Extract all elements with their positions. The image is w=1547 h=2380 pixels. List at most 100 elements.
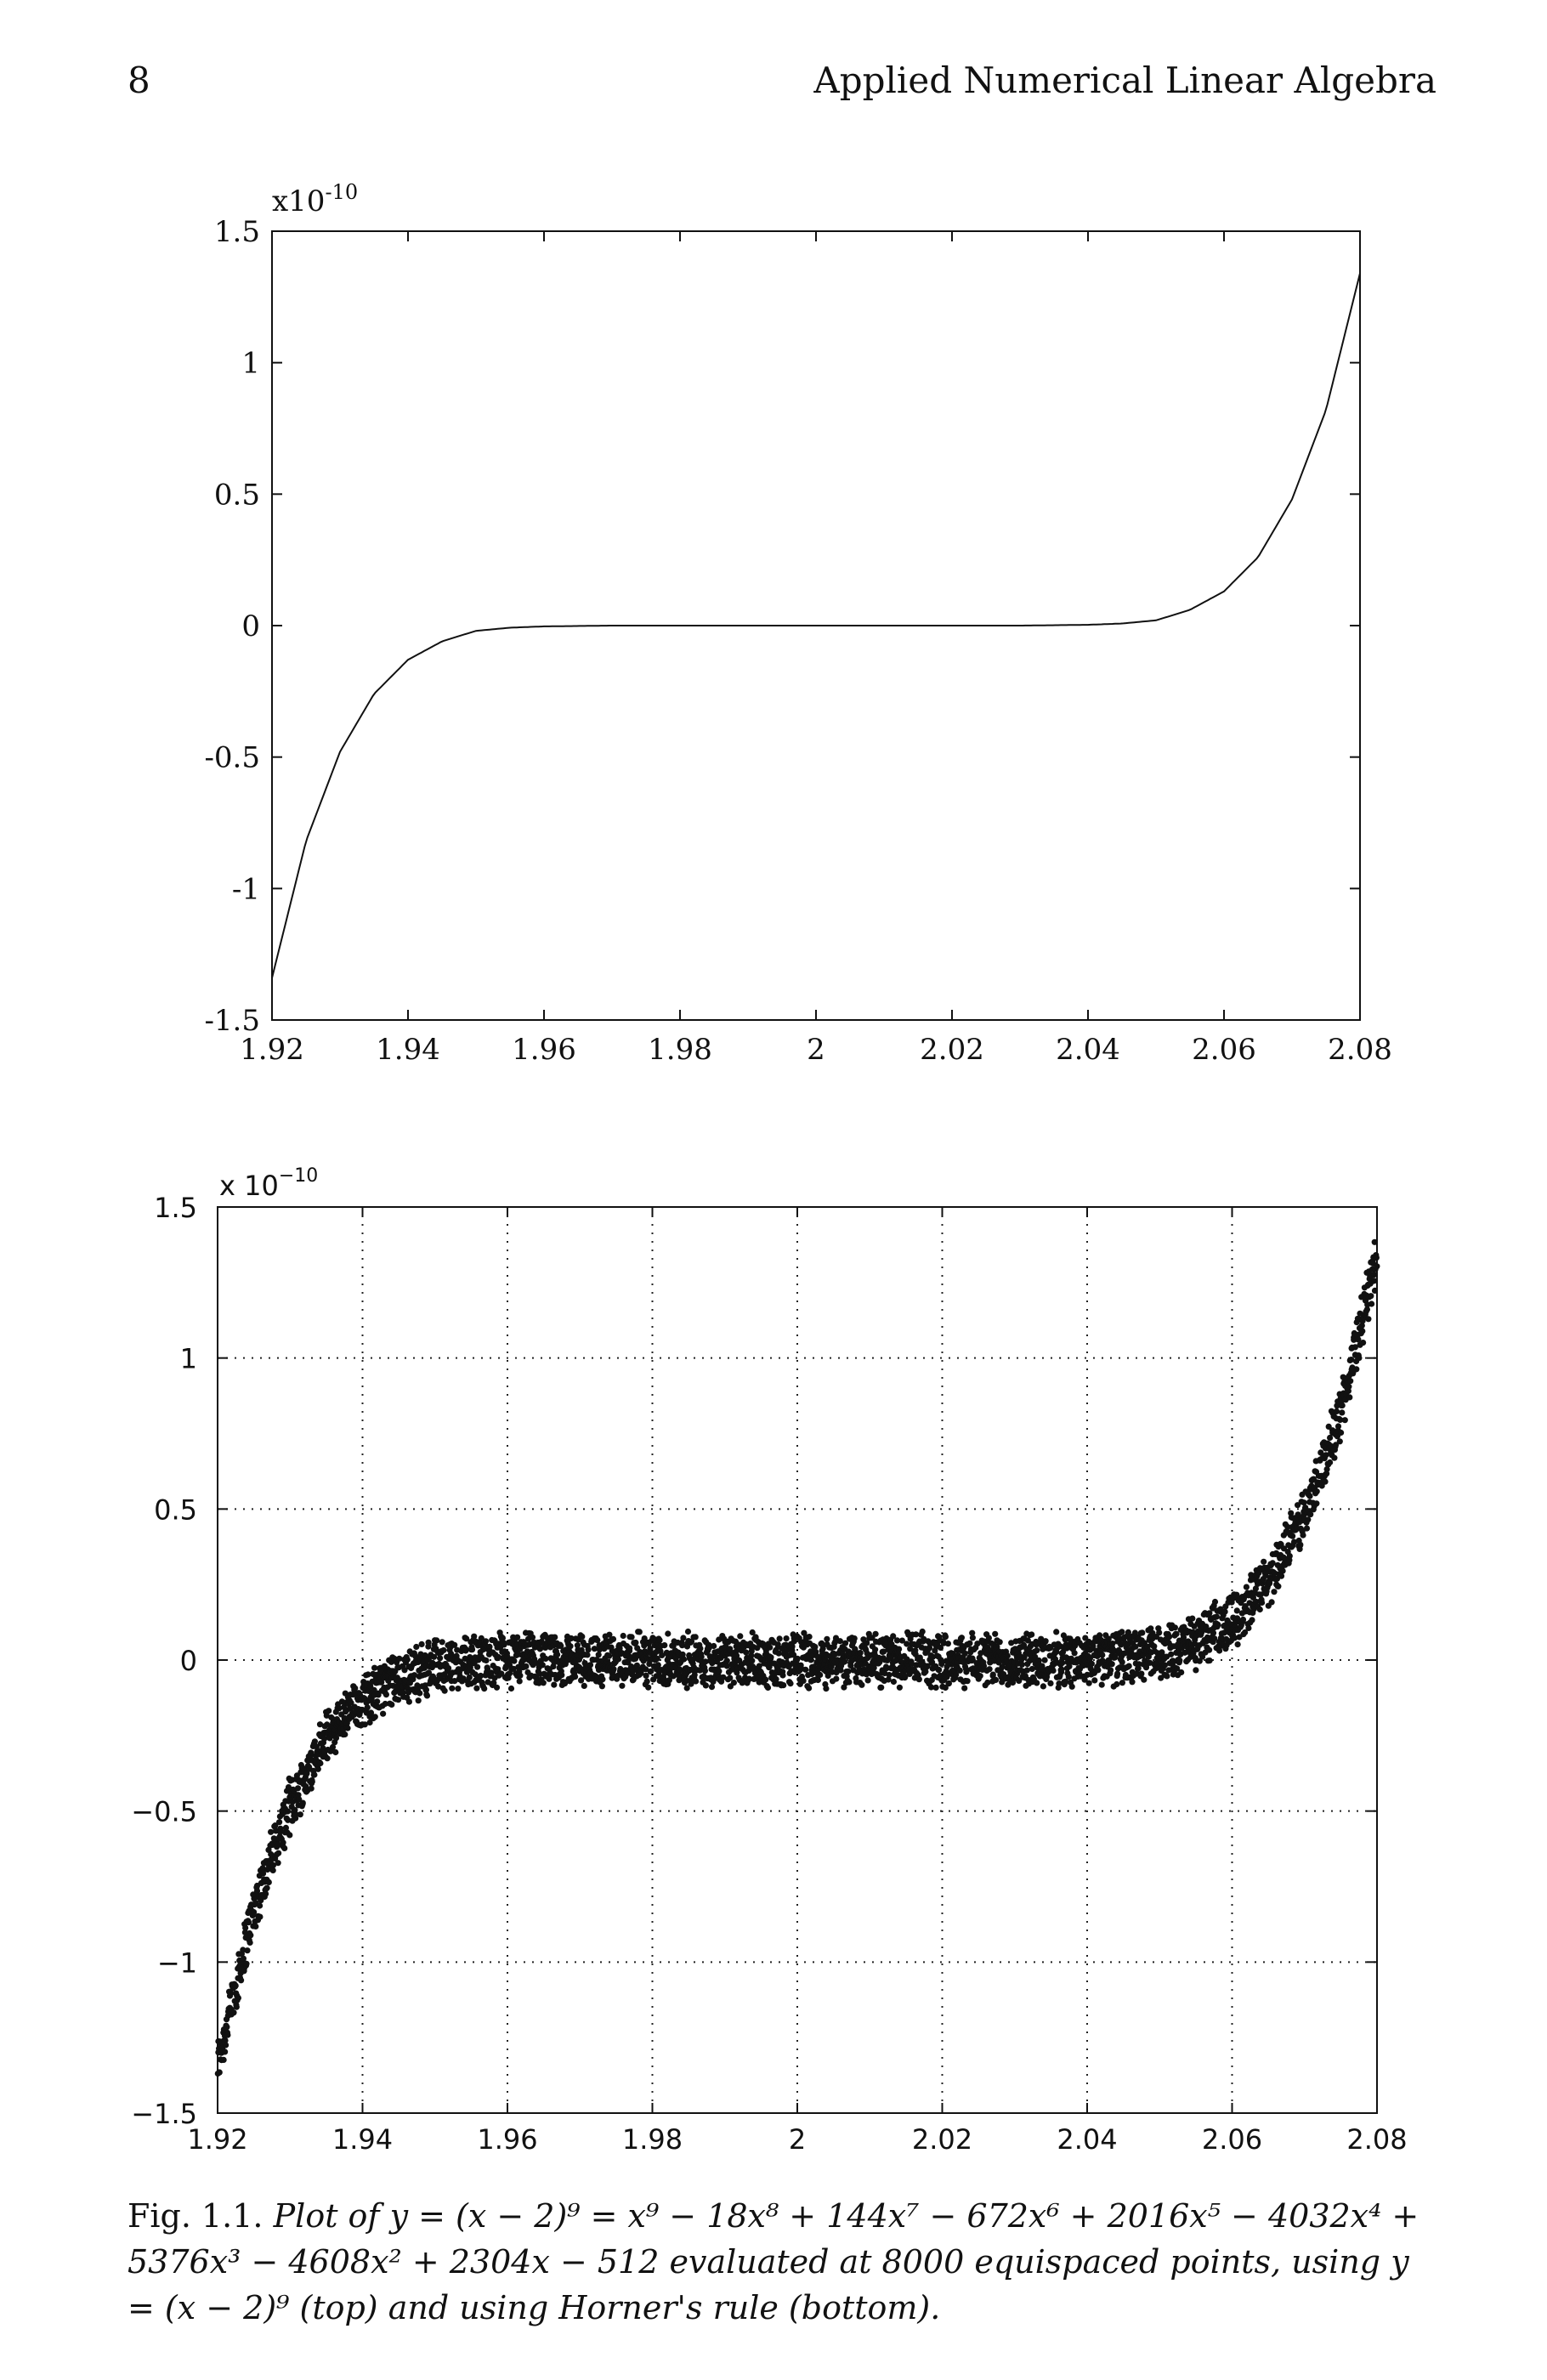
horner-point: [510, 1665, 517, 1672]
horner-point: [558, 1672, 565, 1679]
horner-point: [536, 1670, 543, 1677]
horner-point: [609, 1635, 617, 1642]
horner-point: [1327, 1434, 1334, 1442]
horner-point: [679, 1651, 686, 1658]
horner-point: [748, 1652, 755, 1659]
horner-point: [1243, 1584, 1250, 1590]
horner-point: [308, 1785, 314, 1792]
horner-point: [1189, 1615, 1196, 1622]
horner-point: [366, 1719, 373, 1726]
horner-point: [326, 1708, 332, 1714]
horner-point: [468, 1646, 476, 1653]
horner-point: [953, 1671, 960, 1678]
horner-point: [280, 1839, 286, 1846]
horner-point: [499, 1635, 507, 1641]
horner-point: [281, 1844, 288, 1851]
y-tick-label: 0: [241, 609, 260, 643]
horner-point: [880, 1648, 887, 1655]
horner-point: [743, 1649, 750, 1656]
bottom-plot-exponent-label: x 10−10: [219, 1165, 318, 1202]
top-plot-y-tick-labels: 1.5 1 0.5 0 -0.5 -1 -1.5: [204, 215, 260, 1038]
horner-point: [764, 1684, 772, 1692]
bottom-plot-multiplier: x 10: [219, 1170, 279, 1202]
horner-point: [1206, 1646, 1213, 1653]
horner-point: [697, 1645, 704, 1652]
y-tick-label: 0: [180, 1645, 197, 1677]
horner-point: [414, 1682, 421, 1689]
horner-point: [683, 1685, 690, 1692]
horner-point: [1353, 1366, 1360, 1373]
horner-point: [902, 1673, 909, 1680]
horner-point: [937, 1644, 944, 1652]
horner-point: [395, 1697, 402, 1703]
horner-point: [574, 1642, 581, 1649]
horner-point: [1171, 1624, 1178, 1631]
horner-point: [723, 1658, 730, 1664]
horner-point: [466, 1674, 473, 1680]
horner-point: [702, 1658, 709, 1665]
horner-point: [332, 1748, 339, 1756]
horner-point: [691, 1671, 698, 1678]
horner-point: [643, 1666, 649, 1673]
horner-point: [817, 1671, 824, 1679]
horner-point: [723, 1663, 730, 1669]
horner-point: [244, 1947, 251, 1954]
horner-point: [441, 1687, 448, 1694]
horner-point: [969, 1635, 976, 1641]
horner-point: [964, 1678, 971, 1685]
horner-point: [1359, 1328, 1366, 1334]
horner-point: [1348, 1357, 1355, 1363]
horner-point: [1095, 1667, 1102, 1674]
horner-point: [1056, 1680, 1062, 1687]
horner-point: [247, 1932, 254, 1939]
horner-point: [558, 1642, 564, 1649]
horner-point: [542, 1655, 549, 1662]
top-plot-multiplier: x10: [272, 184, 325, 218]
horner-point: [737, 1633, 744, 1640]
horner-point: [1009, 1679, 1017, 1686]
horner-point: [585, 1646, 592, 1653]
horner-point: [1347, 1378, 1354, 1385]
horner-point: [1331, 1454, 1338, 1461]
horner-point: [1365, 1316, 1372, 1323]
horner-point: [754, 1645, 761, 1652]
x-tick-label: 2.02: [920, 1033, 984, 1067]
horner-point: [654, 1662, 661, 1669]
horner-point: [1211, 1598, 1219, 1606]
horner-point: [996, 1639, 1003, 1646]
horner-point: [269, 1867, 276, 1873]
bottom-plot-x-tick-labels: 1.92 1.94 1.96 1.98 2 2.02 2.04 2.06 2.08: [187, 2123, 1407, 2156]
horner-point: [1099, 1652, 1106, 1658]
horner-point: [245, 1919, 252, 1926]
horner-point: [842, 1640, 849, 1646]
top-plot-exponent: -10: [325, 180, 358, 204]
horner-point: [495, 1653, 502, 1661]
horner-point: [656, 1637, 663, 1644]
horner-point: [591, 1646, 598, 1652]
horner-point: [727, 1646, 734, 1652]
horner-point: [517, 1672, 524, 1679]
horner-point: [616, 1645, 623, 1652]
horner-point: [263, 1890, 269, 1897]
horner-point: [1325, 1423, 1332, 1430]
horner-point: [418, 1640, 425, 1647]
horner-point: [439, 1639, 445, 1646]
horner-point: [1334, 1423, 1342, 1430]
horner-point: [1338, 1429, 1345, 1436]
horner-point: [716, 1668, 722, 1674]
horner-point: [286, 1832, 293, 1839]
horner-point: [776, 1635, 783, 1642]
horner-point: [323, 1712, 330, 1719]
horner-point: [1047, 1680, 1054, 1686]
horner-point: [344, 1725, 351, 1731]
horner-point: [706, 1645, 712, 1652]
horner-point: [730, 1680, 738, 1686]
horner-point: [665, 1630, 672, 1637]
horner-point: [567, 1643, 574, 1650]
horner-point: [1300, 1499, 1307, 1506]
horner-point: [768, 1654, 774, 1661]
horner-point: [586, 1662, 594, 1669]
horner-point: [572, 1674, 579, 1680]
horner-point: [1356, 1355, 1363, 1362]
horner-point: [940, 1640, 947, 1646]
